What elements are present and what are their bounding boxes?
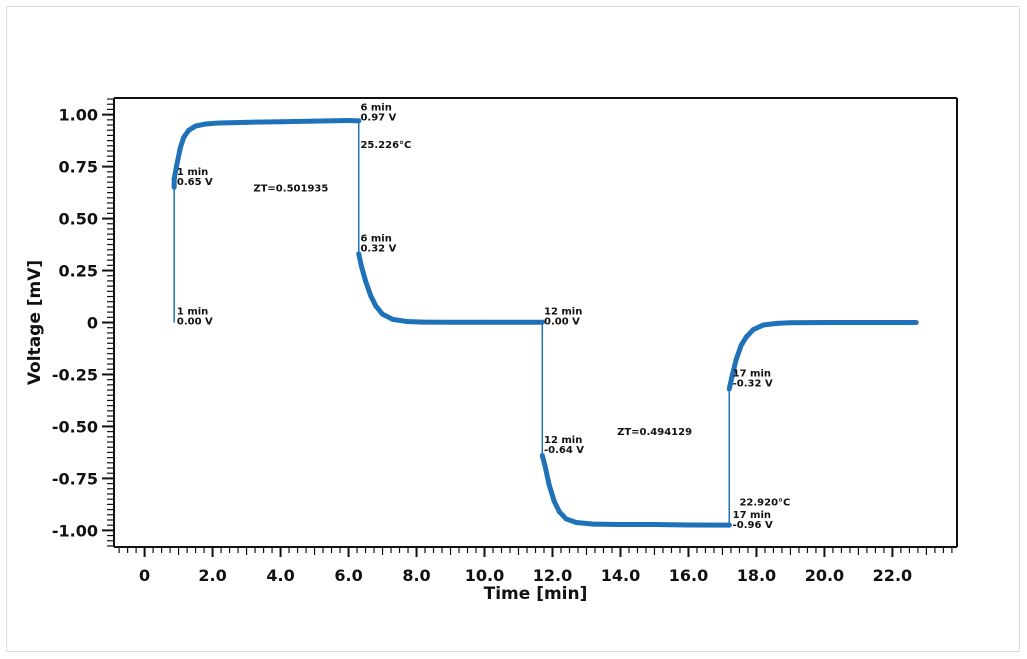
series-segment: [216, 119, 250, 126]
point-annotation-voltage: 0.00 V: [177, 316, 213, 327]
point-annotation-time: 1 min: [177, 167, 208, 178]
y-tick-label: -0.50: [52, 417, 98, 436]
x-tick-label: 14.0: [601, 566, 640, 585]
y-tick-label: 0.75: [59, 158, 98, 177]
point-annotation-voltage: -0.96 V: [733, 520, 773, 531]
point-annotation-voltage: 0.32 V: [360, 244, 396, 255]
x-tick-label: 2.0: [198, 566, 226, 585]
point-annotation-time: 12 min: [544, 435, 582, 446]
x-tick-label: 6.0: [334, 566, 362, 585]
series-segment: [546, 482, 557, 504]
chart-frame: [6, 6, 1020, 652]
series-segment: [312, 117, 352, 124]
series-segment: [542, 463, 552, 488]
point-annotation-time: 12 min: [544, 306, 582, 317]
series-segment: [244, 119, 284, 125]
x-tick-label: 8.0: [402, 566, 430, 585]
series-segment: [573, 519, 596, 527]
series-group: [171, 117, 919, 528]
point-annotation-voltage: -0.32 V: [733, 379, 773, 390]
x-tick-label: 0: [139, 566, 150, 585]
y-tick-label: 1.00: [59, 106, 98, 125]
point-annotation-time: 1 min: [177, 306, 208, 317]
series-segment: [403, 318, 426, 325]
chart-note: 22.920°C: [739, 497, 790, 508]
minor-ticks: [107, 98, 953, 555]
x-tick-label: 16.0: [669, 566, 708, 585]
y-axis-title: Voltage [mV]: [25, 260, 45, 385]
series-segment: [729, 357, 739, 380]
x-axis-title: Time [min]: [484, 584, 588, 604]
y-tick-label: 0.25: [59, 262, 98, 281]
y-tick-label: 0: [87, 314, 98, 333]
series-segment: [363, 278, 374, 298]
point-annotation-voltage: -0.64 V: [544, 445, 584, 456]
x-tick-label: 4.0: [266, 566, 294, 585]
tick-labels: 0 2.0 4.0 6.0 8.0 10.0 12.0 14.0 16.0 18.0 20.0 22.…: [52, 106, 912, 585]
y-tick-label: -0.25: [52, 365, 98, 384]
x-tick-label: 12.0: [533, 566, 572, 585]
series-segment: [174, 145, 183, 168]
point-annotation-voltage: 0.65 V: [177, 177, 213, 188]
series-segment: [278, 118, 318, 125]
y-tick-label: 0.50: [59, 210, 98, 229]
x-tick-label: 10.0: [465, 566, 504, 585]
point-annotation-time: 6 min: [360, 234, 391, 245]
point-annotation-time: 6 min: [360, 103, 391, 114]
y-tick-label: -1.00: [52, 521, 98, 540]
chart-note: ZT=0.494129: [617, 427, 692, 438]
point-annotation-time: 17 min: [733, 510, 771, 521]
x-tick-label: 22.0: [873, 566, 912, 585]
x-tick-label: 20.0: [805, 566, 844, 585]
series-segment: [733, 342, 744, 363]
x-tick-label: 18.0: [737, 566, 776, 585]
series-segment: [358, 263, 369, 284]
point-annotation-voltage: 0.00 V: [544, 316, 580, 327]
chart-note: ZT=0.501935: [253, 184, 328, 195]
chart-note: 25.226°C: [360, 140, 411, 151]
major-ticks: [102, 113, 894, 557]
point-annotation-voltage: 0.97 V: [360, 113, 396, 124]
point-annotation-time: 17 min: [733, 369, 771, 380]
y-tick-label: -0.75: [52, 469, 98, 488]
